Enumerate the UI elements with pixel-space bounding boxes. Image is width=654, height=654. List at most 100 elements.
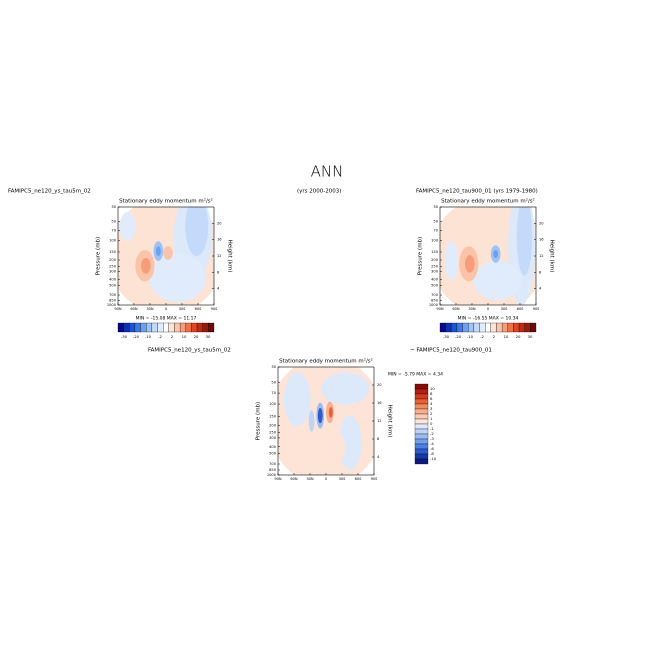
y-tick-label: 30 bbox=[111, 205, 116, 209]
y-tick-label: 400 bbox=[269, 445, 277, 449]
contour-fill bbox=[473, 260, 522, 301]
colorbar-label: 3 bbox=[430, 406, 433, 411]
y-tick-label: 50 bbox=[433, 219, 438, 223]
colorbar-box bbox=[473, 322, 480, 333]
colorbar-label: -6 bbox=[430, 446, 434, 451]
y2-tick-label: 4 bbox=[217, 287, 220, 291]
colorbar-label: -10 bbox=[145, 334, 152, 339]
colorbar-label: 2 bbox=[493, 334, 496, 339]
colorbar-label: -8 bbox=[430, 451, 434, 456]
colorbar-label: -30 bbox=[443, 334, 450, 339]
y-axis-label: Pressure (mb) bbox=[418, 237, 424, 275]
y-tick-label: 150 bbox=[431, 250, 439, 254]
y-tick-label: 1000 bbox=[267, 473, 277, 477]
x-tick-label: 60N bbox=[452, 307, 460, 311]
colorbar-box bbox=[513, 322, 520, 333]
colorbar-box bbox=[151, 322, 158, 333]
y-tick-label: 150 bbox=[109, 250, 117, 254]
y2-axis-label: Height (km) bbox=[549, 240, 555, 273]
y-tick-label: 850 bbox=[269, 468, 277, 472]
colorbar-label: 10 bbox=[182, 334, 187, 339]
y-tick-label: 850 bbox=[431, 298, 439, 302]
colorbar-label: -20 bbox=[455, 334, 462, 339]
colorbar-label: 1 bbox=[430, 416, 433, 421]
y2-tick-label: 8 bbox=[539, 270, 542, 274]
colorbar-label: -10 bbox=[430, 456, 437, 461]
colorbar-box bbox=[146, 322, 153, 333]
colorbar-box bbox=[414, 458, 429, 465]
y-tick-label: 1000 bbox=[107, 303, 117, 307]
panel-left-label: FAMIPC5_ne120_ys_tau5m_02 bbox=[148, 348, 231, 354]
y-tick-label: 70 bbox=[433, 229, 438, 233]
y-tick-label: 100 bbox=[269, 402, 277, 406]
colorbar-box bbox=[496, 322, 503, 333]
colorbar-box bbox=[530, 322, 537, 333]
contour-fill bbox=[283, 372, 311, 427]
colorbar-label: -30 bbox=[121, 334, 128, 339]
contour-fill bbox=[317, 408, 323, 424]
colorbar-box bbox=[414, 453, 429, 460]
y-tick-label: 100 bbox=[431, 239, 439, 243]
panel-left-label: FAMIPC5_ne120_ys_tau5m_02 bbox=[8, 189, 91, 195]
colorbar-label: 0 bbox=[430, 421, 433, 426]
y-tick-label: 500 bbox=[431, 284, 439, 288]
colorbar-label: -2 bbox=[158, 334, 162, 339]
colorbar-box bbox=[168, 322, 175, 333]
contour-fill bbox=[306, 426, 346, 470]
colorbar-label: 2 bbox=[430, 411, 433, 416]
colorbar-label: 4 bbox=[430, 401, 433, 406]
colorbar-box bbox=[202, 322, 209, 333]
x-tick-label: 60N bbox=[130, 307, 138, 311]
contour-fill bbox=[516, 207, 533, 276]
x-tick-label: 0 bbox=[487, 307, 490, 311]
y-tick-label: 500 bbox=[109, 284, 117, 288]
figure-title: ANN bbox=[311, 163, 344, 181]
colorbar-box bbox=[129, 322, 136, 333]
plot-title: Stationary eddy momentum m²/s² bbox=[441, 198, 535, 205]
panel-right-label: ~ FAMIPC5_ne120_tau900_01 bbox=[410, 348, 492, 354]
colorbar-label: -4 bbox=[430, 441, 434, 446]
colorbar-label: 30 bbox=[528, 334, 533, 339]
colorbar-box bbox=[414, 423, 429, 430]
colorbar-box bbox=[414, 448, 429, 455]
x-tick-label: 30N bbox=[468, 307, 476, 311]
colorbar-label: -2 bbox=[480, 334, 484, 339]
colorbar-label: 8 bbox=[430, 391, 433, 396]
colorbar-box bbox=[414, 418, 429, 425]
y2-tick-label: 8 bbox=[217, 270, 220, 274]
panel-left-label: FAMIPC5_ne120_tau900_01 (yrs 1979-1980) bbox=[416, 189, 538, 195]
x-tick-label: 0 bbox=[325, 477, 328, 481]
y-tick-label: 300 bbox=[269, 436, 277, 440]
colorbar-box bbox=[185, 322, 192, 333]
y2-tick-label: 12 bbox=[217, 254, 222, 258]
y-tick-label: 400 bbox=[109, 277, 117, 281]
colorbar-box bbox=[524, 322, 531, 333]
contour-fill bbox=[444, 241, 459, 281]
y2-tick-label: 4 bbox=[539, 287, 542, 291]
colorbar-box bbox=[439, 322, 446, 333]
colorbar-box bbox=[445, 322, 452, 333]
y-tick-label: 400 bbox=[431, 277, 439, 281]
y-tick-label: 250 bbox=[269, 430, 277, 434]
colorbar-box bbox=[140, 322, 147, 333]
y-tick-label: 700 bbox=[269, 462, 277, 466]
x-tick-label: 30N bbox=[306, 477, 314, 481]
x-tick-label: 90N bbox=[114, 307, 122, 311]
min-max-label: MIN = -15.08 MAX = 11.17 bbox=[136, 316, 197, 322]
colorbar-box bbox=[518, 322, 525, 333]
x-tick-label: 30S bbox=[339, 477, 347, 481]
x-tick-label: 60S bbox=[517, 307, 525, 311]
x-tick-label: 90S bbox=[533, 307, 541, 311]
x-tick-label: 90S bbox=[371, 477, 379, 481]
y-tick-label: 500 bbox=[269, 452, 277, 456]
colorbar-box bbox=[414, 428, 429, 435]
colorbar-box bbox=[451, 322, 458, 333]
contour-fill bbox=[464, 255, 475, 273]
contour-fill bbox=[185, 207, 209, 256]
colorbar-label: -3 bbox=[430, 436, 434, 441]
colorbar-box bbox=[479, 322, 486, 333]
colorbar-box bbox=[163, 322, 169, 333]
y-tick-label: 700 bbox=[431, 293, 439, 297]
x-tick-label: 60S bbox=[195, 307, 203, 311]
